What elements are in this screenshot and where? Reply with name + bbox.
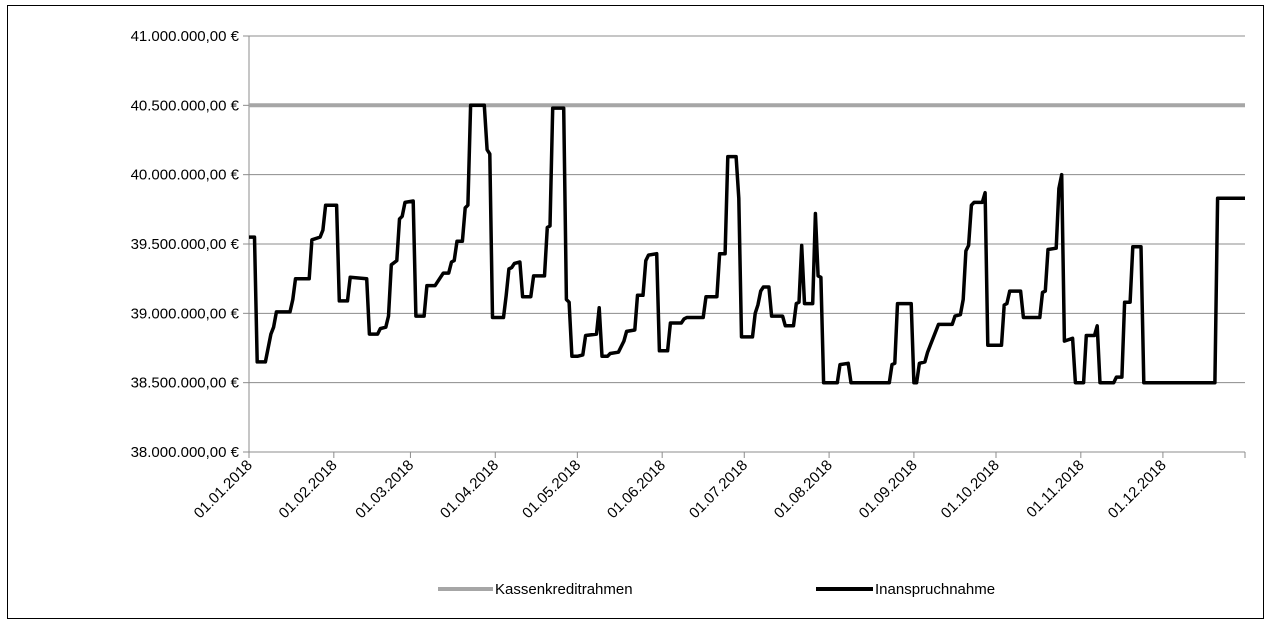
x-tick-label: 01.04.2018	[437, 457, 502, 522]
x-tick-label: 01.05.2018	[519, 457, 584, 522]
legend-label: Kassenkreditrahmen	[495, 581, 633, 598]
x-tick-label: 01.06.2018	[604, 457, 669, 522]
series-layer	[249, 103, 1245, 385]
x-axis: 01.01.2018 01.02.2018 01.03.2018 01.04.2018…	[191, 451, 1246, 522]
y-tick-label: 41.000.000,00 €	[131, 28, 240, 45]
legend-label: Inanspruchnahme	[875, 581, 995, 598]
y-tick-label: 39.000.000,00 €	[131, 305, 240, 322]
y-tick-label: 39.500.000,00 €	[131, 236, 240, 253]
x-tick-label: 01.01.2018	[191, 457, 256, 522]
x-tick-label: 01.07.2018	[686, 457, 751, 522]
x-tick-label: 01.11.2018	[1023, 457, 1087, 521]
legend: Kassenkreditrahmen Inanspruchnahme	[438, 581, 995, 598]
y-tick-label: 40.000.000,00 €	[131, 167, 240, 184]
x-tick-label: 01.09.2018	[856, 457, 921, 522]
x-tick-label: 01.12.2018	[1105, 457, 1170, 522]
y-axis: 38.000.000,00 € 38.500.000,00 € 39.000.000…	[131, 28, 250, 461]
x-tick-label: 01.08.2018	[771, 457, 836, 522]
y-tick-label: 38.500.000,00 €	[131, 375, 240, 392]
x-tick-label: 01.02.2018	[276, 457, 341, 522]
y-tick-label: 40.500.000,00 €	[131, 97, 240, 114]
y-tick-label: 38.000.000,00 €	[131, 444, 240, 461]
x-tick-label: 01.10.2018	[938, 457, 1003, 522]
series-line-inanspruchnahme	[249, 103, 1245, 385]
x-tick-label: 01.03.2018	[352, 457, 417, 522]
